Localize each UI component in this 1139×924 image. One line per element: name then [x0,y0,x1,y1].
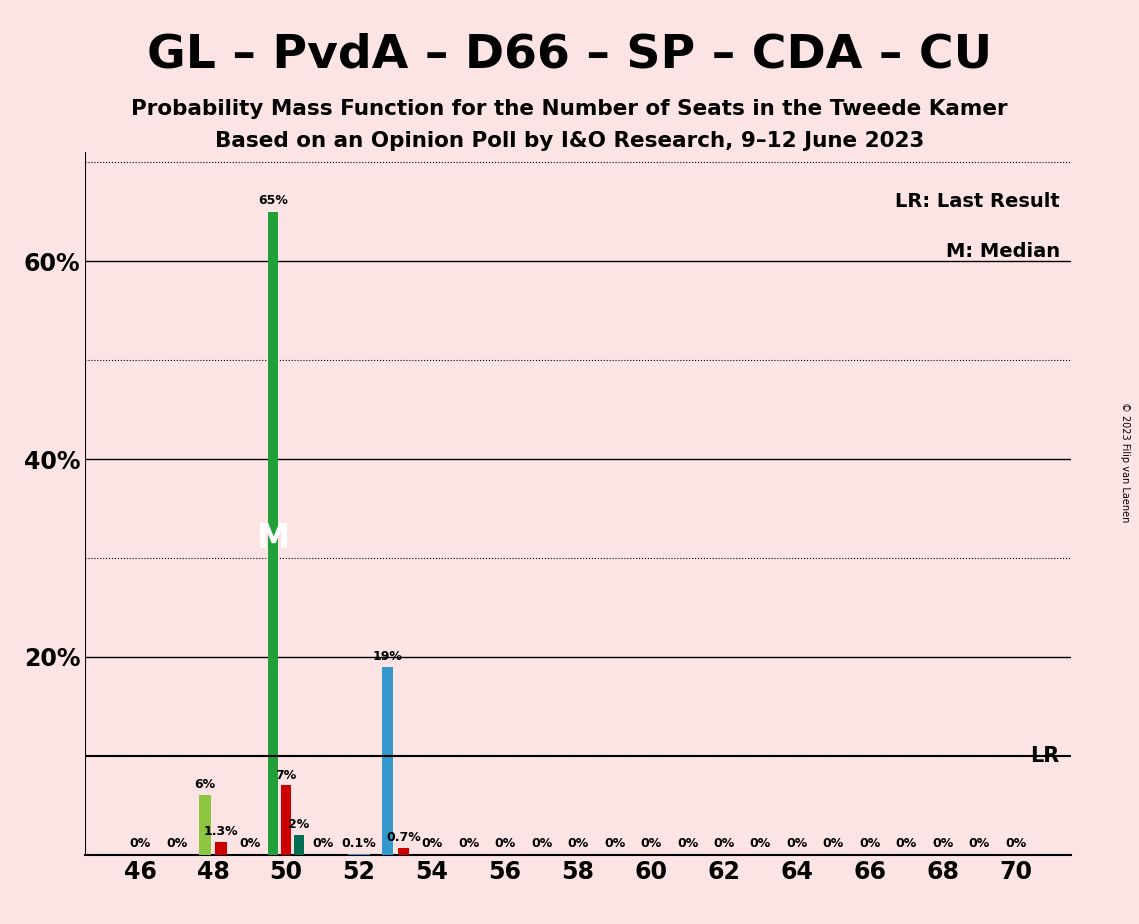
Text: © 2023 Filip van Laenen: © 2023 Filip van Laenen [1121,402,1130,522]
Text: 7%: 7% [276,769,297,782]
Text: 0%: 0% [1006,837,1026,850]
Bar [215,842,227,855]
Text: Probability Mass Function for the Number of Seats in the Tweede Kamer: Probability Mass Function for the Number… [131,99,1008,119]
Bar [382,667,393,855]
Text: 0%: 0% [859,837,880,850]
Text: M: M [256,522,290,554]
Text: 2%: 2% [288,818,310,831]
Text: 0%: 0% [713,837,735,850]
Text: 6%: 6% [195,778,215,791]
Text: 0%: 0% [677,837,698,850]
Text: 0.1%: 0.1% [342,837,377,850]
Text: 0%: 0% [567,837,589,850]
Text: LR: Last Result: LR: Last Result [895,192,1059,212]
Text: 0%: 0% [896,837,917,850]
Text: 0%: 0% [421,837,443,850]
Text: 0%: 0% [640,837,662,850]
Text: 0%: 0% [166,837,187,850]
Text: 0%: 0% [969,837,990,850]
Bar [398,848,409,855]
Text: 0.7%: 0.7% [386,831,421,844]
Text: 0%: 0% [239,837,260,850]
Text: 0%: 0% [749,837,771,850]
Text: 0%: 0% [531,837,552,850]
Text: 19%: 19% [372,650,402,663]
Text: 0%: 0% [822,837,844,850]
Text: 0%: 0% [604,837,625,850]
Text: Based on an Opinion Poll by I&O Research, 9–12 June 2023: Based on an Opinion Poll by I&O Research… [215,131,924,152]
Text: 0%: 0% [458,837,480,850]
Text: 0%: 0% [933,837,953,850]
Text: 0%: 0% [494,837,516,850]
Text: GL – PvdA – D66 – SP – CDA – CU: GL – PvdA – D66 – SP – CDA – CU [147,32,992,78]
Bar [349,854,370,855]
Text: 1.3%: 1.3% [204,825,238,838]
Text: 0%: 0% [130,837,150,850]
Text: 0%: 0% [312,837,334,850]
Text: 0%: 0% [786,837,808,850]
Bar [199,796,211,855]
Bar [281,785,292,855]
Text: 65%: 65% [259,194,288,207]
Text: M: Median: M: Median [945,242,1059,261]
Text: LR: LR [1031,746,1059,766]
Bar [294,835,304,855]
Bar [269,212,278,855]
